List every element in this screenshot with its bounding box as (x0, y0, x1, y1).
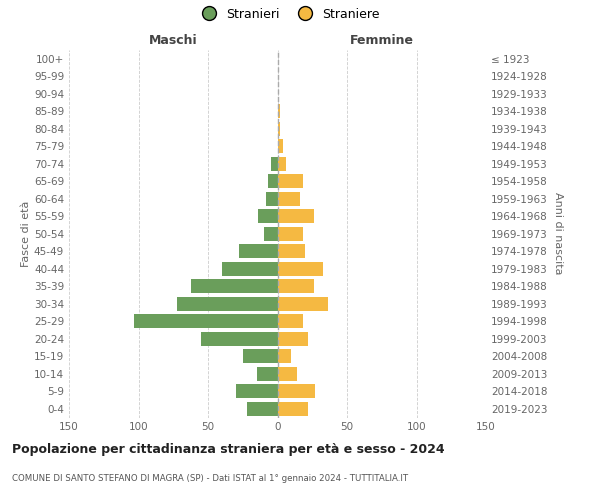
Legend: Stranieri, Straniere: Stranieri, Straniere (193, 4, 383, 24)
Bar (277, 384, 315, 398)
Y-axis label: Anni di nascita: Anni di nascita (553, 192, 563, 275)
Bar (268, 174, 277, 188)
Bar (258, 210, 277, 223)
Bar (247, 402, 277, 415)
Bar (239, 244, 277, 258)
Bar (277, 192, 300, 205)
Bar (277, 314, 302, 328)
Text: Femmine: Femmine (350, 34, 414, 48)
Bar (277, 262, 323, 276)
Bar (277, 227, 302, 240)
Bar (191, 280, 277, 293)
Bar (277, 174, 302, 188)
Bar (277, 244, 305, 258)
Text: Popolazione per cittadinanza straniera per età e sesso - 2024: Popolazione per cittadinanza straniera p… (12, 442, 445, 456)
Bar (222, 262, 277, 276)
Bar (271, 157, 277, 170)
Bar (178, 297, 277, 310)
Bar (277, 157, 286, 170)
Bar (263, 227, 277, 240)
Bar (277, 140, 283, 153)
Text: COMUNE DI SANTO STEFANO DI MAGRA (SP) - Dati ISTAT al 1° gennaio 2024 - TUTTITAL: COMUNE DI SANTO STEFANO DI MAGRA (SP) - … (12, 474, 408, 483)
Bar (236, 384, 277, 398)
Bar (243, 350, 277, 363)
Text: Maschi: Maschi (149, 34, 197, 48)
Y-axis label: Fasce di età: Fasce di età (21, 200, 31, 267)
Bar (257, 367, 277, 380)
Bar (134, 314, 277, 328)
Bar (277, 104, 280, 118)
Bar (277, 297, 328, 310)
Bar (277, 280, 314, 293)
Bar (277, 402, 308, 415)
Bar (277, 122, 280, 136)
Bar (277, 210, 314, 223)
Bar (201, 332, 277, 345)
Bar (266, 192, 277, 205)
Bar (277, 332, 308, 345)
Bar (277, 350, 292, 363)
Bar (277, 367, 297, 380)
